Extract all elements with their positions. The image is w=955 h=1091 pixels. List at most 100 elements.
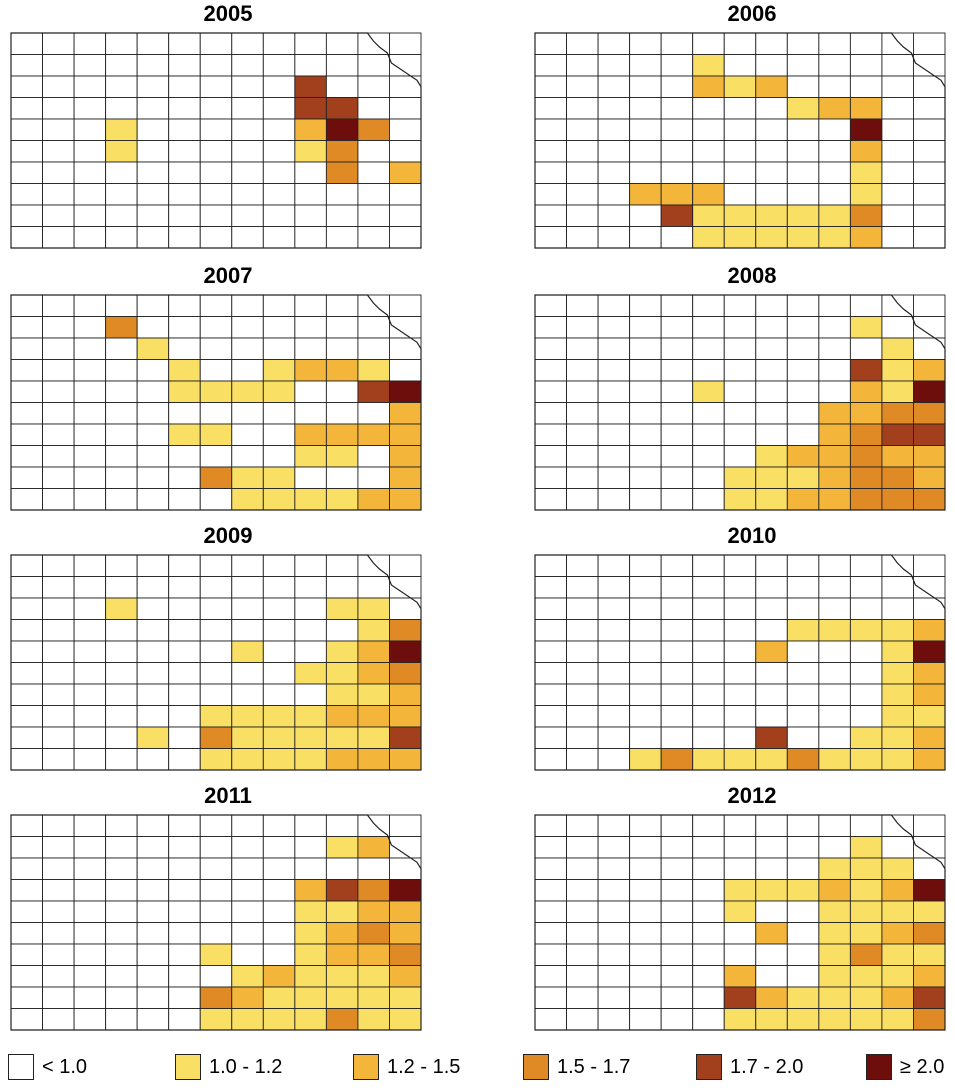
county-cell (566, 726, 599, 749)
legend-label: 1.0 - 1.2 (209, 1055, 283, 1078)
county-cell (294, 619, 327, 642)
county-cell (42, 337, 75, 360)
county-cell (629, 597, 662, 620)
county-cell (566, 32, 599, 55)
county-cell (660, 576, 694, 599)
county-cell (723, 836, 757, 859)
county-cell (357, 683, 390, 706)
county-cell (168, 445, 201, 468)
county-cell (818, 161, 851, 184)
county-cell (136, 554, 170, 577)
county-cell (294, 118, 327, 141)
legend-item: < 1.0 (8, 1052, 87, 1082)
county-cell (262, 294, 296, 317)
county-cell (566, 75, 599, 98)
county-cell (913, 423, 946, 446)
county-cell (73, 97, 107, 120)
county-cell (42, 619, 75, 642)
county-cell (881, 75, 914, 98)
county-cell (786, 705, 820, 728)
county-cell (168, 726, 201, 749)
county-cell (389, 445, 422, 468)
county-cell (325, 337, 359, 360)
county-cell (389, 814, 422, 837)
county-cell (692, 140, 725, 163)
county-cell (818, 814, 851, 837)
county-cell (692, 226, 725, 249)
county-cell (42, 294, 75, 317)
county-cell (629, 423, 662, 446)
county-cell (818, 879, 851, 902)
county-cell (566, 986, 599, 1009)
county-cell (357, 1008, 390, 1031)
county-cell (357, 402, 390, 425)
county-cell (913, 943, 946, 966)
county-cell (849, 75, 883, 98)
county-cell (597, 576, 631, 599)
county-cell (881, 726, 914, 749)
county-cell (294, 161, 327, 184)
county-cell (262, 75, 296, 98)
county-cell (597, 986, 631, 1009)
county-cell (42, 359, 75, 382)
county-cell (534, 619, 567, 642)
county-cell (357, 466, 390, 489)
county-cell (199, 140, 233, 163)
county-cell (597, 316, 631, 339)
county-cell (357, 488, 390, 511)
county-cell (10, 879, 43, 902)
county-cell (629, 554, 662, 577)
county-cell (262, 316, 296, 339)
county-cell (231, 337, 264, 360)
county-cell (168, 879, 201, 902)
county-cell (136, 140, 170, 163)
county-cell (534, 402, 567, 425)
county-cell (42, 316, 75, 339)
county-cell (786, 183, 820, 206)
county-cell (136, 836, 170, 859)
county-cell (849, 402, 883, 425)
county-cell (913, 140, 946, 163)
county-cell (168, 922, 201, 945)
county-cell (231, 597, 264, 620)
county-cell (10, 597, 43, 620)
county-cell (723, 965, 757, 988)
county-cell (660, 814, 694, 837)
county-cell (692, 466, 725, 489)
county-cell (168, 748, 201, 771)
county-cell (881, 359, 914, 382)
county-cell (73, 359, 107, 382)
county-cell (755, 423, 788, 446)
county-cell (262, 640, 296, 663)
county-cell (199, 359, 233, 382)
county-cell (913, 445, 946, 468)
county-cell (566, 1008, 599, 1031)
county-cell (10, 402, 43, 425)
county-cell (723, 814, 757, 837)
county-cell (294, 922, 327, 945)
county-cell (692, 97, 725, 120)
county-cell (262, 32, 296, 55)
county-cell (73, 922, 107, 945)
county-cell (629, 683, 662, 706)
county-cell (755, 836, 788, 859)
county-cell (42, 1008, 75, 1031)
legend-swatch (866, 1054, 892, 1080)
county-cell (755, 183, 788, 206)
county-cell (199, 748, 233, 771)
county-cell (566, 857, 599, 880)
county-cell (42, 662, 75, 685)
county-cell (723, 402, 757, 425)
county-cell (357, 54, 390, 77)
county-cell (849, 619, 883, 642)
county-cell (262, 857, 296, 880)
county-cell (597, 965, 631, 988)
county-cell (629, 836, 662, 859)
legend-item: ≥ 2.0 (866, 1052, 944, 1082)
county-cell (199, 32, 233, 55)
map-year-title: 2010 (727, 523, 777, 548)
county-cell (660, 488, 694, 511)
county-cell (881, 1008, 914, 1031)
county-cell (881, 466, 914, 489)
county-cell (73, 445, 107, 468)
